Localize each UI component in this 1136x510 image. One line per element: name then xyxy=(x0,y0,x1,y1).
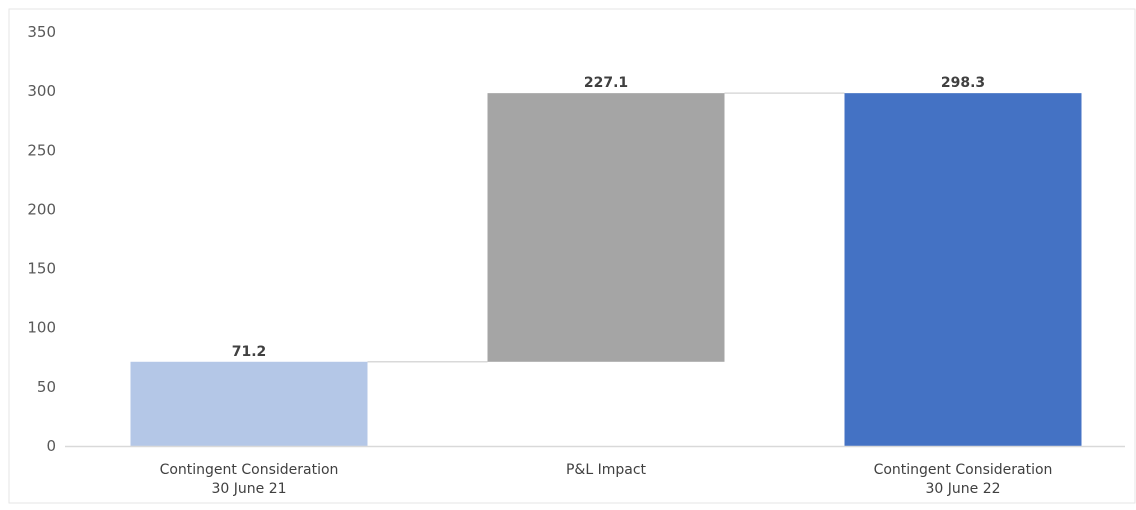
y-tick-label: 300 xyxy=(27,82,56,100)
y-tick-label: 150 xyxy=(27,260,56,278)
y-tick-label: 250 xyxy=(27,141,56,159)
data-labels: 71.2 227.1 298.3 xyxy=(232,75,985,360)
y-tick-label: 350 xyxy=(27,23,56,41)
connectors xyxy=(367,92,845,363)
category-label-3: Contingent Consideration 30 June 22 xyxy=(874,462,1053,497)
category-label-line: Contingent Consideration xyxy=(160,462,339,478)
y-tick-label: 50 xyxy=(37,378,56,396)
category-label-2: P&L Impact xyxy=(566,462,647,478)
category-label-line: Contingent Consideration xyxy=(874,462,1053,478)
category-label-line: 30 June 22 xyxy=(925,481,1000,497)
y-axis: 0 50 100 150 200 250 300 350 xyxy=(27,23,56,455)
y-tick-label: 100 xyxy=(27,319,56,337)
data-label-3: 298.3 xyxy=(941,75,985,91)
bar-2 xyxy=(487,93,725,362)
category-label-1: Contingent Consideration 30 June 21 xyxy=(160,462,339,497)
data-label-1: 71.2 xyxy=(232,344,267,360)
x-axis: Contingent Consideration 30 June 21 P&L Im… xyxy=(65,445,1125,497)
y-tick-label: 0 xyxy=(46,437,56,455)
data-label-2: 227.1 xyxy=(584,75,628,91)
bar-3 xyxy=(844,93,1082,446)
y-tick-label: 200 xyxy=(27,200,56,218)
bars xyxy=(130,93,1082,446)
bar-1 xyxy=(130,361,368,446)
category-label-line: 30 June 21 xyxy=(211,481,286,497)
category-label-line: P&L Impact xyxy=(566,462,647,478)
